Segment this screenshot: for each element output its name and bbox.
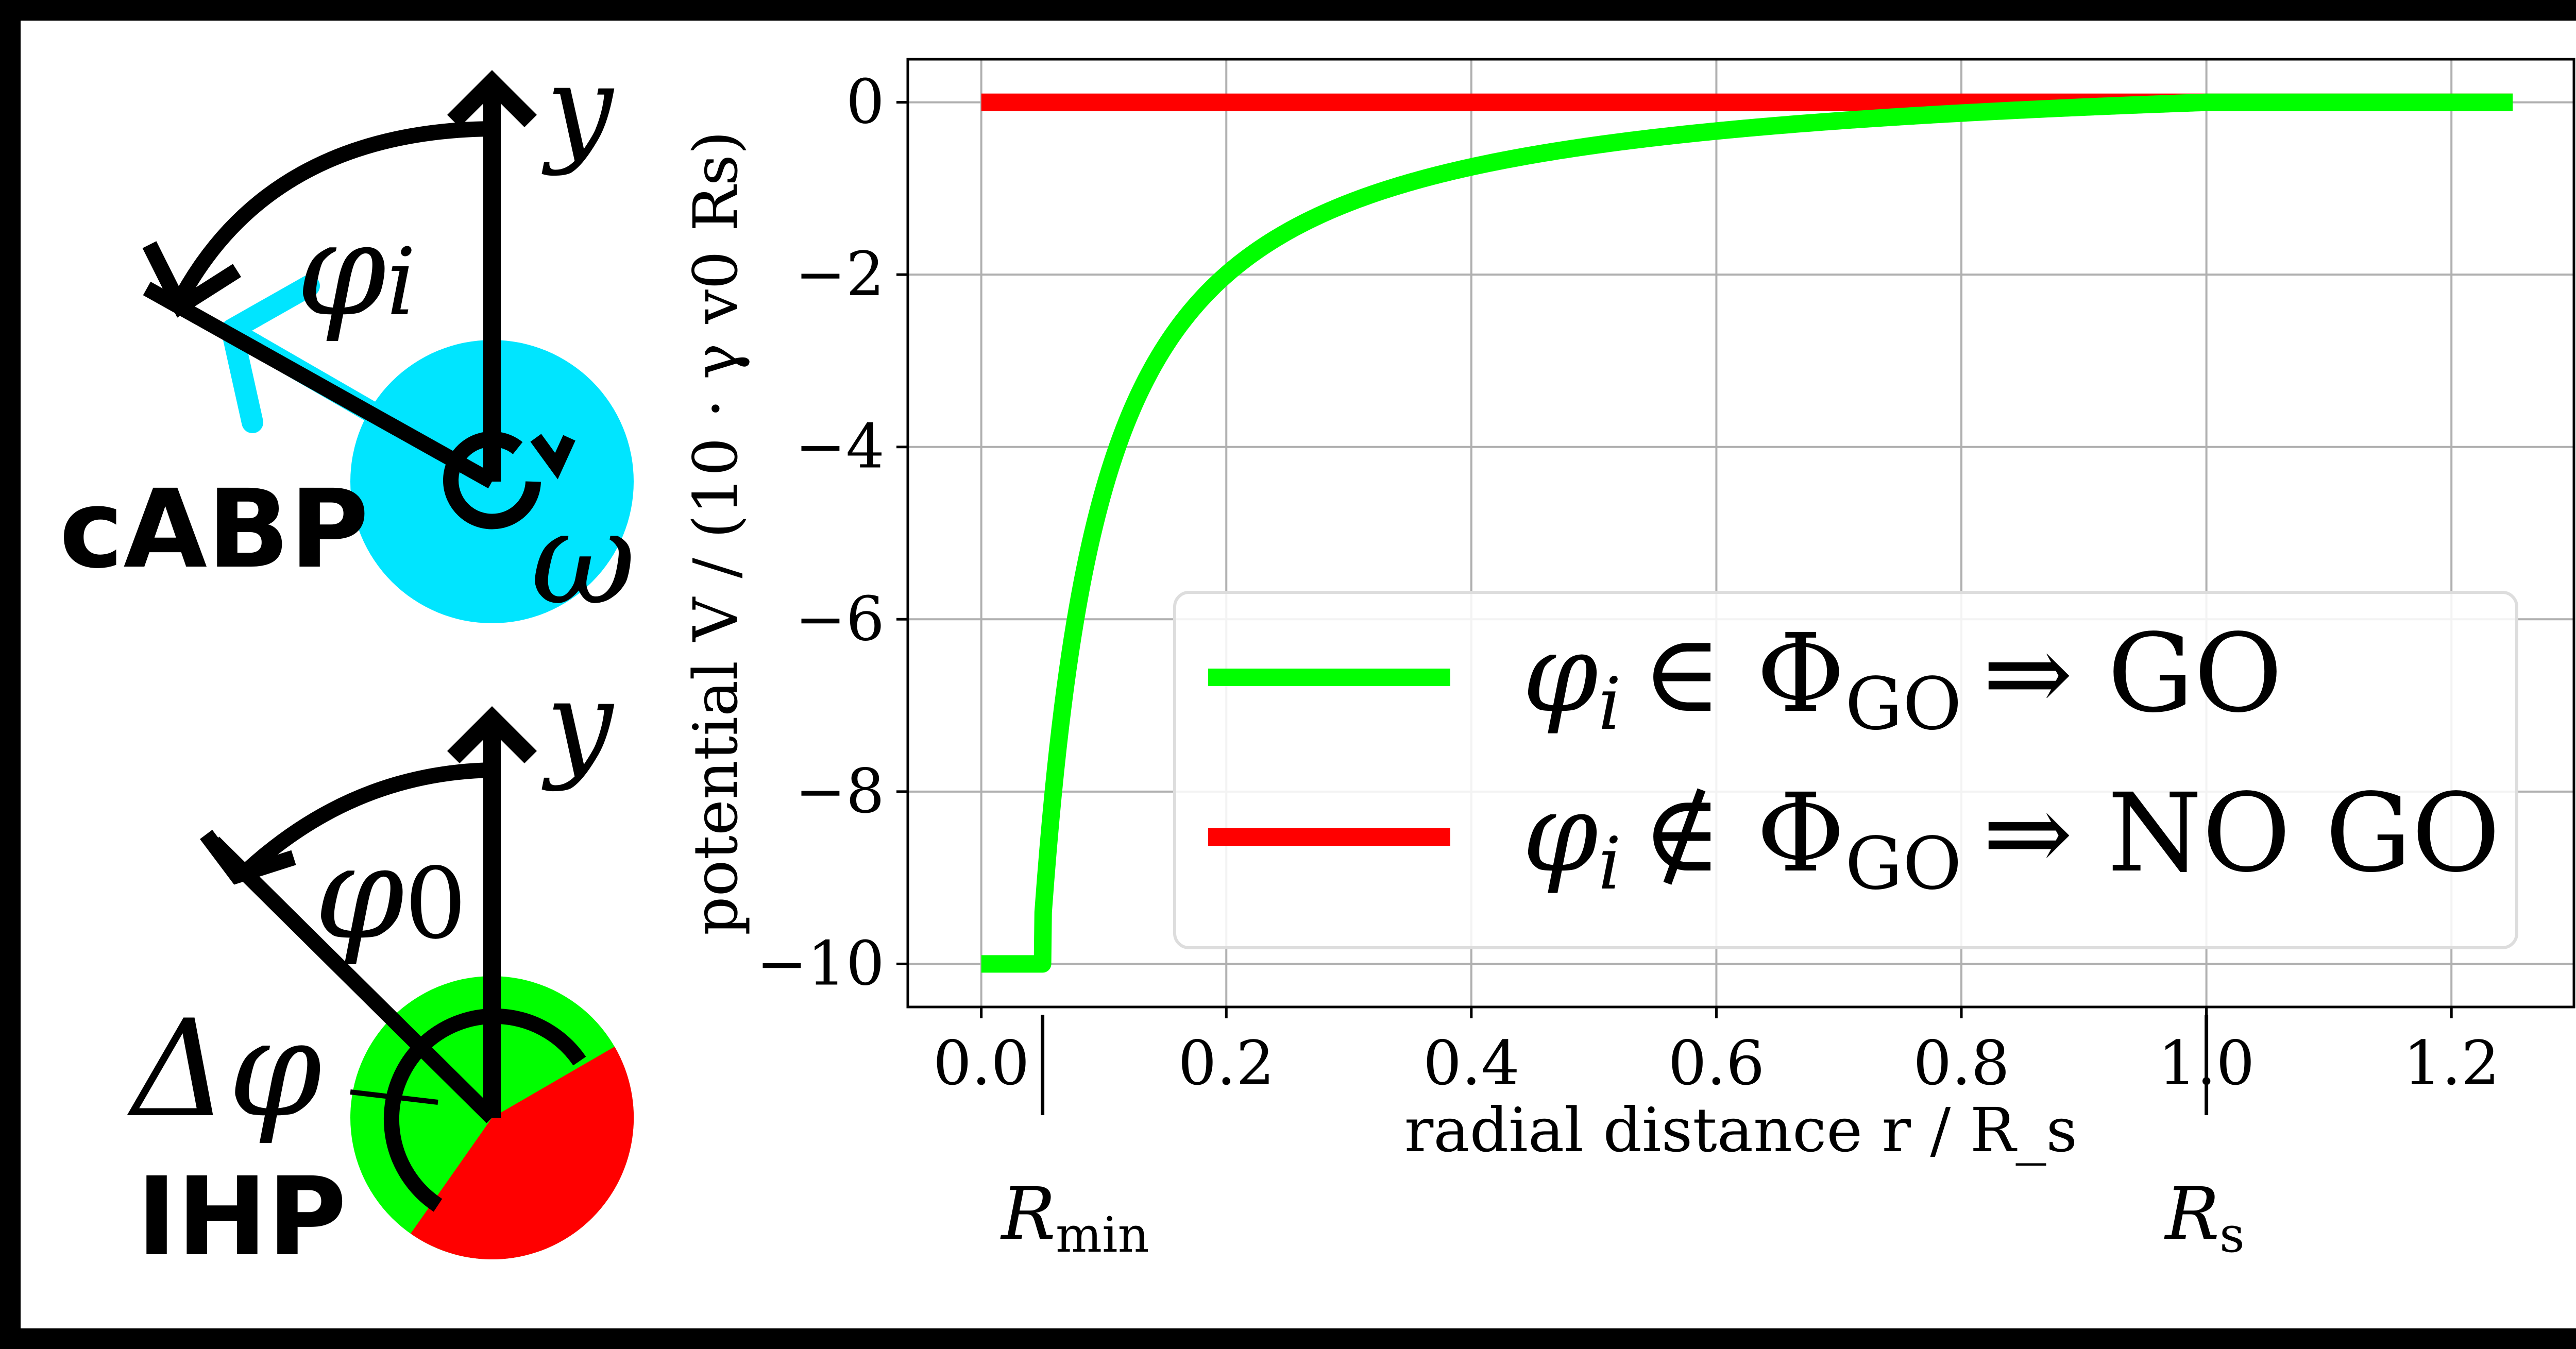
y-tick-label: −6 [795, 583, 885, 654]
y-tick-label: 0 [846, 66, 885, 138]
ihp-diagram: y φ0 Δφ IHP [125, 656, 634, 1280]
x-axis-label: radial distance r / R_s [1404, 1095, 2077, 1166]
cabp-orientation-line [143, 281, 496, 489]
ihp-y-axis-label: y [541, 656, 615, 793]
ihp-width-arc [383, 1009, 586, 1212]
y-tick-label: −4 [795, 411, 885, 482]
cabp-rotation-label: ω [531, 483, 636, 633]
plot-frame [906, 58, 2575, 1009]
cabp-y-axis-arrowhead [447, 70, 537, 128]
cabp-angle-arc [171, 121, 493, 308]
legend-label-nogo: φi ∉ ΦGO ⇒ NO GO [1522, 770, 2500, 906]
y-tick-label: −8 [795, 756, 885, 827]
y-tick-label: −10 [756, 928, 885, 999]
y-tick-label: −2 [795, 238, 885, 310]
legend-box [1173, 591, 2518, 949]
potential-chart: 0.0 0.2 0.4 0.6 0.8 1.0 1.2 0−2−4−6−8−10 radia… [680, 58, 2575, 1263]
cabp-label: cABP [59, 466, 369, 592]
cabp-angle-arc-arrowhead [142, 241, 242, 318]
x-tick-label: 1.2 [2403, 1028, 2500, 1099]
y-axis-label: potential V / (10 · γ v0 Rs) [680, 131, 751, 935]
ihp-orientation-line [208, 836, 498, 1123]
x-tick-label: 0.6 [1668, 1028, 1765, 1099]
series-go-line [981, 93, 2513, 973]
y-ticks: 0 −2 −4 −6 −8 −10 [756, 66, 908, 999]
legend-label-go: φi ∈ ΦGO ⇒ GO [1522, 610, 2282, 746]
cabp-diagram: y φi ω cABP [59, 40, 636, 633]
marker-label: Rmin [1000, 1172, 1149, 1263]
ihp-width-label: Δφ [125, 992, 323, 1147]
cabp-angle-label: φi [296, 195, 416, 345]
cabp-y-axis-label: y [541, 40, 615, 178]
ihp-angle-label: φ0 [314, 818, 467, 968]
cabp-rotation-arc [443, 431, 541, 530]
x-tick-label: 0.0 [933, 1028, 1030, 1099]
ihp-nogo-sector [411, 1047, 634, 1260]
ihp-angle-arc-arrowhead [200, 830, 296, 885]
ihp-y-axis-arrowhead [447, 706, 537, 764]
cabp-rotation-arrowhead [530, 434, 575, 480]
radius-markers: Rmin Rs [1000, 1015, 2245, 1263]
x-tick-label: 0.8 [1913, 1028, 2010, 1099]
marker-label: Rs [2164, 1172, 2245, 1263]
ihp-label: IHP [137, 1154, 347, 1280]
x-tick-label: 0.4 [1423, 1028, 1520, 1099]
ihp-width-pointer [350, 1089, 438, 1105]
ihp-angle-arc [244, 762, 493, 874]
chart-series [981, 93, 2513, 973]
legend: φi ∈ ΦGO ⇒ GO φi ∉ ΦGO ⇒ NO GO [1173, 591, 2518, 949]
x-tick-label: 0.2 [1178, 1028, 1275, 1099]
